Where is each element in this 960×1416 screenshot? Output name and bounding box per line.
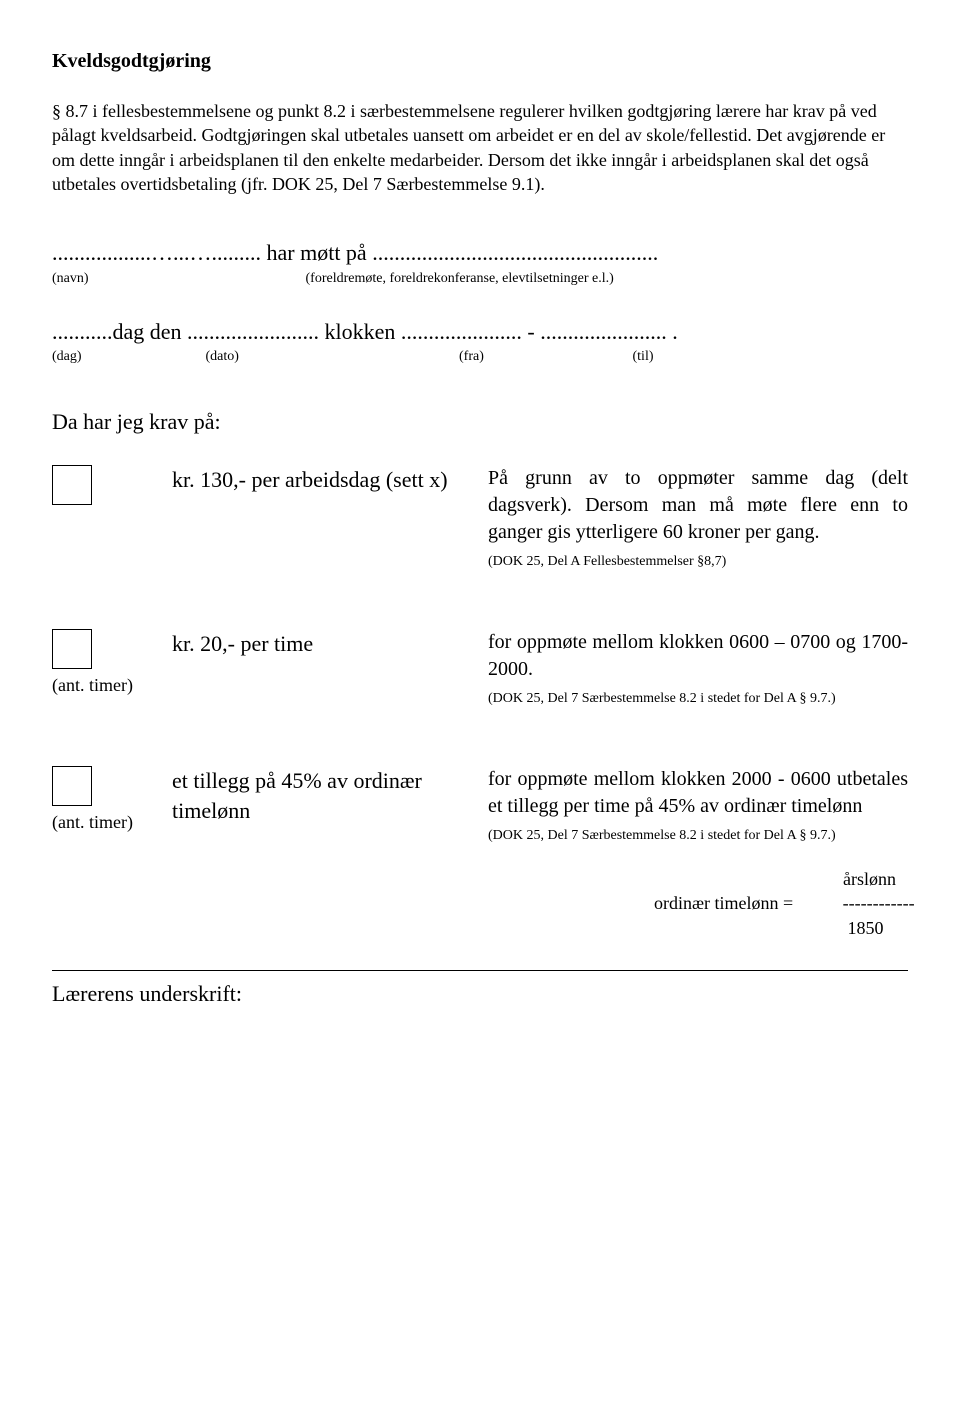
sublabel-meeting-type: (foreldremøte, foreldrekonferanse, elevt… <box>306 270 614 289</box>
option-2-desc: for oppmøte mellom klokken 0600 – 0700 o… <box>488 631 908 680</box>
option-2-rate: kr. 20,- per time <box>172 629 488 659</box>
option-1-ref: (DOK 25, Del A Fellesbestemmelser §8,7) <box>488 554 726 569</box>
option-2: (ant. timer) kr. 20,- per time for oppmø… <box>52 629 908 710</box>
checkbox-per-hour[interactable] <box>52 629 92 669</box>
name-meeting-sublabels: (navn) (foreldremøte, foreldrekonferanse… <box>52 270 908 289</box>
formula-block: årslønn ordinær timelønn = ------------ … <box>52 867 908 940</box>
intro-paragraph: § 8.7 i fellesbestemmelsene og punkt 8.2… <box>52 99 908 196</box>
option-1: kr. 130,- per arbeidsdag (sett x) På gru… <box>52 465 908 573</box>
divider <box>52 970 908 971</box>
claim-label: Da har jeg krav på: <box>52 407 908 437</box>
sublabel-dag: (dag) <box>52 348 202 367</box>
checkbox-percent[interactable] <box>52 766 92 806</box>
date-time-line: ...........dag den .....................… <box>52 317 908 347</box>
ant-timer-label-2: (ant. timer) <box>52 810 172 834</box>
option-3: (ant. timer) et tillegg på 45% av ordinæ… <box>52 766 908 847</box>
option-2-ref: (DOK 25, Del 7 Særbestemmelse 8.2 i sted… <box>488 691 836 706</box>
option-3-desc: for oppmøte mellom klokken 2000 - 0600 u… <box>488 768 908 817</box>
formula-denominator: 1850 <box>654 916 915 940</box>
formula-equation: ordinær timelønn = ------------ <box>654 891 915 915</box>
sublabel-dato: (dato) <box>206 348 456 367</box>
option-3-ref: (DOK 25, Del 7 Særbestemmelse 8.2 i sted… <box>488 828 836 843</box>
signature-label: Lærerens underskrift: <box>52 979 908 1009</box>
page-title: Kveldsgodtgjøring <box>52 48 908 75</box>
name-meeting-line: ..................…...…......... har møt… <box>52 238 908 268</box>
checkbox-per-day[interactable] <box>52 465 92 505</box>
option-3-rate: et tillegg på 45% av ordinær timelønn <box>172 766 488 825</box>
option-1-rate: kr. 130,- per arbeidsdag (sett x) <box>172 465 488 495</box>
date-time-sublabels: (dag) (dato) (fra) (til) <box>52 348 908 367</box>
formula-numerator: årslønn <box>654 867 915 891</box>
sublabel-til: (til) <box>633 348 654 367</box>
ant-timer-label-1: (ant. timer) <box>52 673 172 697</box>
sublabel-navn: (navn) <box>52 270 302 289</box>
sublabel-fra: (fra) <box>459 348 629 367</box>
option-1-desc: På grunn av to oppmøter samme dag (delt … <box>488 467 908 543</box>
